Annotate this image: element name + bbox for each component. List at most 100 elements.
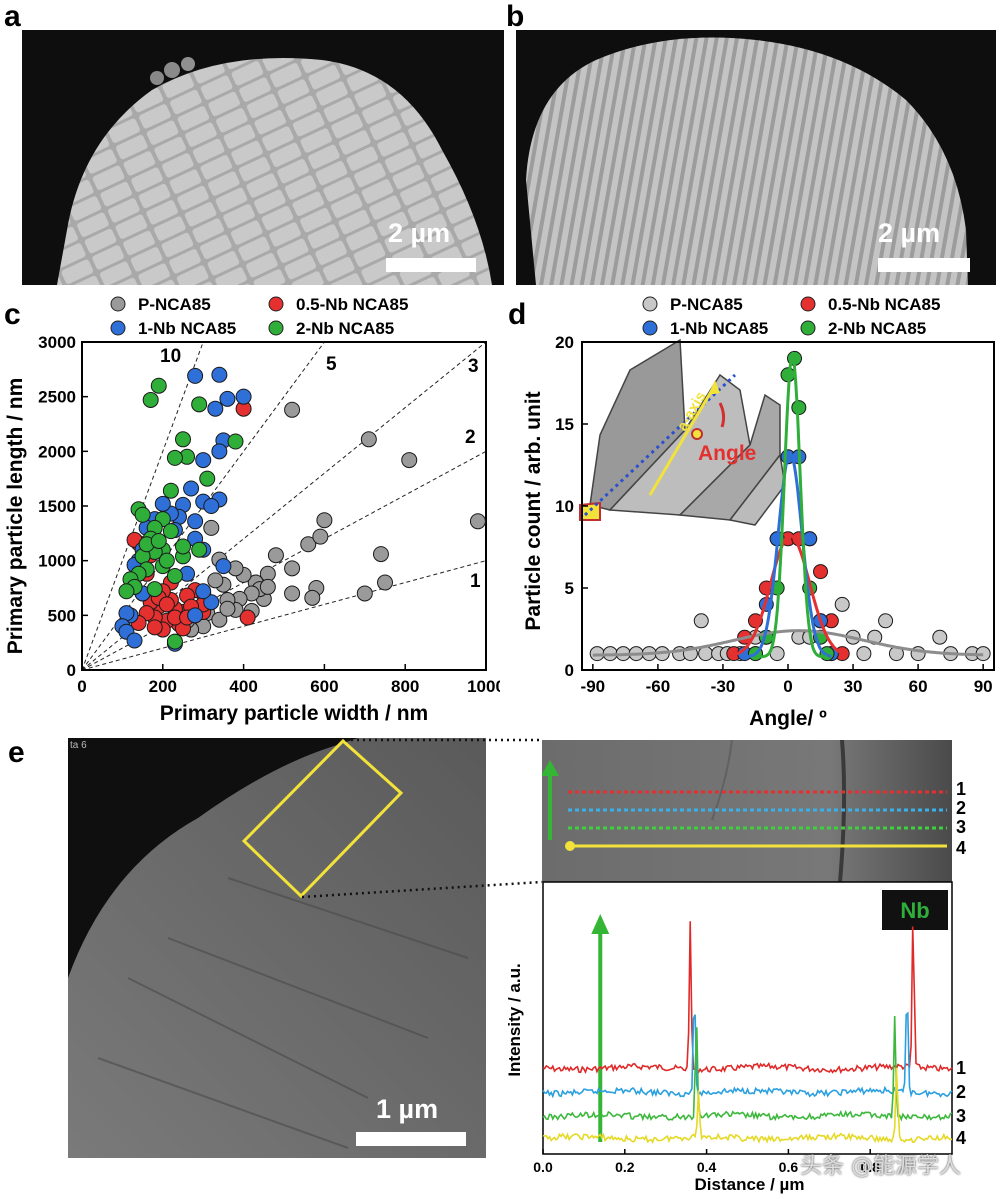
y-tick-label-d: 20 xyxy=(555,333,574,352)
guide-label-3: 3 xyxy=(468,356,479,377)
guide-label-10: 10 xyxy=(160,346,181,367)
point-c-pnca85 xyxy=(219,600,236,617)
sem-image-b: 2 µm xyxy=(516,30,996,285)
y-axis-label-c: Primary particle length / nm xyxy=(4,378,27,655)
legend-d-label-nb1: 1-Nb NCA85 xyxy=(670,319,768,338)
x-tick-label-e: 0.4 xyxy=(697,1159,717,1175)
point-c-2nbnca85 xyxy=(191,396,208,413)
point-c-pnca85 xyxy=(312,528,329,545)
fit-curve-d-pnca85 xyxy=(592,629,984,657)
legend-c-marker-p xyxy=(110,296,126,312)
guide-label-2: 2 xyxy=(465,427,476,448)
point-d-pnca85 xyxy=(834,596,850,612)
point-c-1nbnca85 xyxy=(235,388,252,405)
roi-box xyxy=(241,738,404,899)
point-c-05nbnca85 xyxy=(146,619,163,636)
point-c-1nbnca85 xyxy=(219,390,236,407)
point-c-1nbnca85 xyxy=(195,583,212,600)
profile-label-4: 4 xyxy=(956,1128,966,1148)
legend-d-marker-nb2 xyxy=(800,320,816,336)
point-c-1nbnca85 xyxy=(183,480,200,497)
x-tick-label-e: 0.6 xyxy=(779,1159,799,1175)
point-c-2nbnca85 xyxy=(150,377,167,394)
x-axis-label-c: Primary particle width / nm xyxy=(160,702,428,725)
legend-c-label-nb05: 0.5-Nb NCA85 xyxy=(296,295,408,314)
point-c-1nbnca85 xyxy=(195,452,212,469)
roi-zoom-graphic xyxy=(542,740,952,882)
point-c-pnca85 xyxy=(401,452,418,469)
sem-image-a-graphic xyxy=(57,57,492,285)
point-c-2nbnca85 xyxy=(150,532,167,549)
point-c-pnca85 xyxy=(300,536,317,553)
legend-d-marker-nb1 xyxy=(642,320,658,336)
x-tick-label-c: 0 xyxy=(77,677,86,696)
point-c-pnca85 xyxy=(372,546,389,563)
y-tick-label-c: 500 xyxy=(48,606,76,625)
legend-d: P-NCA85 0.5-Nb NCA85 1-Nb NCA85 2-Nb NCA… xyxy=(642,295,940,338)
point-c-pnca85 xyxy=(284,401,301,418)
x-tick-label-d: -60 xyxy=(646,677,671,696)
sem-image-b-graphic xyxy=(526,37,968,285)
legend-d-label-nb05: 0.5-Nb NCA85 xyxy=(828,295,940,314)
x-tick-label-d: 0 xyxy=(783,677,792,696)
point-d-pnca85 xyxy=(856,646,872,662)
legend-c-marker-nb1 xyxy=(110,320,126,336)
legend-c: P-NCA85 0.5-Nb NCA85 1-Nb NCA85 2-Nb NCA… xyxy=(110,295,408,338)
point-c-05nbnca85 xyxy=(158,596,175,613)
point-c-pnca85 xyxy=(316,512,333,529)
x-tick-label-c: 200 xyxy=(149,677,177,696)
roi-line-label-2: 2 xyxy=(956,798,967,818)
y-tick-label-c: 1500 xyxy=(38,497,76,516)
stem-image-e: ta 6 1 µm xyxy=(68,738,486,1158)
point-c-pnca85 xyxy=(360,431,377,448)
point-c-pnca85 xyxy=(211,611,228,628)
x-tick-label-d: 30 xyxy=(844,677,863,696)
point-c-pnca85 xyxy=(203,519,220,536)
point-c-2nbnca85 xyxy=(134,506,151,523)
y-tick-label-c: 2500 xyxy=(38,388,76,407)
y-axis-label-e: Intensity / a.u. xyxy=(505,963,524,1076)
stem-image-e-graphic xyxy=(68,738,486,1158)
x-tick-label-d: -90 xyxy=(581,677,606,696)
y-tick-label-c: 1000 xyxy=(38,552,76,571)
roi-line-label-4: 4 xyxy=(956,838,967,858)
point-d-05nbnca85 xyxy=(813,564,829,580)
element-box-label: Nb xyxy=(900,898,929,923)
point-d-pnca85 xyxy=(878,613,894,629)
legend-c-label-nb2: 2-Nb NCA85 xyxy=(296,319,394,338)
legend-c-label-nb1: 1-Nb NCA85 xyxy=(138,319,236,338)
point-c-1nbnca85 xyxy=(211,443,228,460)
scalebar-label-a: 2 µm xyxy=(388,218,451,248)
watermark: 头条 @能源学人 xyxy=(800,1154,961,1179)
point-c-2nbnca85 xyxy=(175,431,191,448)
inset-angle-label: Angle xyxy=(698,442,756,465)
x-axis-label-e: Distance / µm xyxy=(695,1175,805,1194)
guide-line-slope-10 xyxy=(81,341,204,671)
panel-label-a: a xyxy=(4,0,21,33)
point-c-2nbnca85 xyxy=(158,552,175,569)
point-c-pnca85 xyxy=(377,574,393,591)
point-c-2nbnca85 xyxy=(191,541,208,558)
inset-schematic: a-axis Angle xyxy=(579,338,786,526)
profile-line-4 xyxy=(542,1067,953,1144)
panel-label-c: c xyxy=(4,298,21,331)
inset-a-axis-arrow xyxy=(648,384,717,496)
plot-frame-e xyxy=(542,881,953,1155)
roi-line-label-1: 1 xyxy=(956,779,967,799)
point-c-2nbnca85 xyxy=(227,433,244,450)
legend-c-marker-nb2 xyxy=(268,320,284,336)
roi-zoom-image xyxy=(542,740,952,882)
point-c-pnca85 xyxy=(284,560,301,577)
fit-curve-d-1nbnca85 xyxy=(744,451,832,659)
y-tick-label-c: 0 xyxy=(67,661,76,680)
x-tick-label-d: 90 xyxy=(974,677,993,696)
element-box xyxy=(882,890,948,930)
point-d-pnca85 xyxy=(693,613,709,629)
panel-label-e: e xyxy=(8,736,25,769)
point-c-2nbnca85 xyxy=(166,449,183,466)
points-c xyxy=(114,366,486,652)
legend-c-label-p: P-NCA85 xyxy=(138,295,211,314)
x-tick-label-c: 800 xyxy=(391,677,419,696)
y-axis-label-d: Particle count / arb. unit xyxy=(522,391,545,630)
point-c-2nbnca85 xyxy=(162,523,179,540)
